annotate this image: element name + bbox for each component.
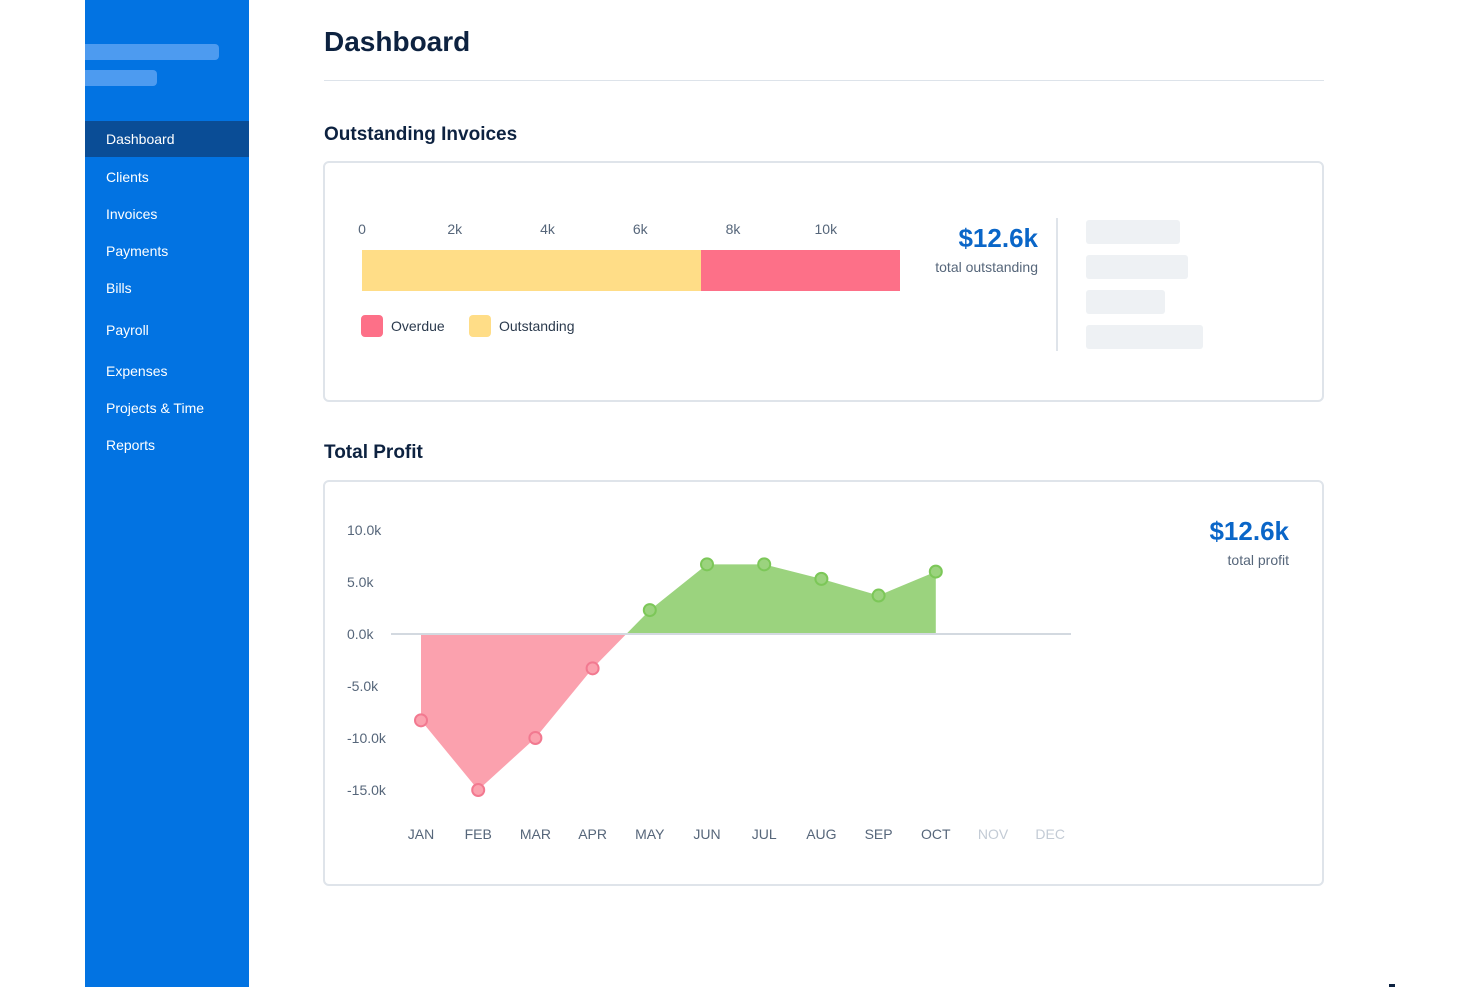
bar-segment-overdue bbox=[700, 250, 900, 291]
profit-section-title: Total Profit bbox=[324, 442, 423, 463]
x-tick-label: SEP bbox=[865, 826, 893, 842]
profit-card: 10.0k 5.0k 0.0k -5.0k -10.0k -15.0k JAN FEB MAR A… bbox=[323, 480, 1324, 886]
data-point bbox=[414, 713, 428, 728]
sidebar-item-label: Reports bbox=[106, 437, 156, 453]
y-tick-label: -10.0k bbox=[347, 730, 387, 746]
legend-label-overdue: Overdue bbox=[391, 318, 445, 334]
skeleton-line bbox=[1086, 325, 1203, 349]
kpi-divider bbox=[1056, 218, 1058, 351]
legend-swatch-outstanding bbox=[469, 315, 491, 337]
invoices-card: 0 2k 4k 6k 8k 10k Overdue Outstanding $12.6k … bbox=[323, 161, 1324, 402]
sidebar-item-label: Invoices bbox=[106, 206, 158, 222]
legend-label-outstanding: Outstanding bbox=[499, 318, 575, 334]
bar-segment-outstanding bbox=[362, 250, 701, 291]
x-tick-label: 10k bbox=[814, 221, 838, 237]
data-point bbox=[871, 588, 886, 603]
skeleton-line bbox=[1086, 290, 1165, 314]
x-tick-label: OCT bbox=[921, 826, 951, 842]
data-point bbox=[528, 731, 543, 745]
positive-profit-area bbox=[626, 564, 936, 634]
y-tick-label: 10.0k bbox=[347, 522, 382, 538]
data-point bbox=[814, 571, 829, 586]
sidebar-item-expenses[interactable]: Expenses bbox=[85, 353, 249, 389]
legend-swatch-overdue bbox=[361, 315, 383, 337]
total-profit-value: $12.6k bbox=[1209, 516, 1289, 546]
x-tick-label: 6k bbox=[632, 221, 648, 237]
x-tick-label: 4k bbox=[540, 221, 555, 237]
sidebar-item-label: Projects & Time bbox=[106, 400, 205, 416]
logo-placeholder bbox=[85, 44, 219, 60]
x-tick-label: JUN bbox=[693, 826, 720, 842]
data-point bbox=[471, 783, 486, 797]
sidebar-item-dashboard[interactable]: Dashboard bbox=[85, 121, 249, 157]
sidebar-item-clients[interactable]: Clients bbox=[85, 159, 249, 195]
x-tick-label: 8k bbox=[725, 221, 741, 237]
sidebar-item-invoices[interactable]: Invoices bbox=[85, 196, 249, 232]
x-tick-label: MAY bbox=[635, 826, 665, 842]
skeleton-line bbox=[1086, 220, 1180, 244]
total-outstanding-value: $12.6k bbox=[958, 223, 1038, 253]
divider bbox=[324, 80, 1324, 81]
x-tick-label: JAN bbox=[408, 826, 434, 842]
skeleton-line bbox=[1086, 255, 1188, 279]
x-tick-label: DEC bbox=[1035, 826, 1065, 842]
profit-area-chart: 10.0k 5.0k 0.0k -5.0k -10.0k -15.0k JAN FEB MAR A… bbox=[347, 522, 1071, 842]
x-tick-label: AUG bbox=[806, 826, 836, 842]
y-tick-label: 0.0k bbox=[347, 626, 374, 642]
sidebar-item-reports[interactable]: Reports bbox=[85, 427, 249, 463]
x-tick-label: 2k bbox=[447, 221, 463, 237]
logo-placeholder-secondary bbox=[85, 70, 157, 86]
y-tick-label: 5.0k bbox=[347, 574, 374, 590]
sidebar-item-payments[interactable]: Payments bbox=[85, 233, 249, 269]
data-point bbox=[700, 557, 714, 572]
x-tick-label: FEB bbox=[465, 826, 492, 842]
sidebar-item-label: Clients bbox=[106, 169, 149, 185]
sidebar-item-label: Dashboard bbox=[106, 131, 175, 147]
x-tick-label: NOV bbox=[978, 826, 1009, 842]
x-tick-label: MAR bbox=[520, 826, 551, 842]
data-point bbox=[642, 603, 657, 618]
invoices-section-title: Outstanding Invoices bbox=[324, 124, 518, 145]
data-point bbox=[757, 557, 772, 572]
legend-overdue: Overdue bbox=[361, 315, 445, 337]
sidebar-item-label: Payments bbox=[106, 243, 169, 259]
sidebar-item-bills[interactable]: Bills bbox=[85, 270, 249, 306]
sidebar-item-projects-time[interactable]: Projects & Time bbox=[85, 390, 249, 426]
y-tick-label: -5.0k bbox=[347, 678, 379, 694]
data-point bbox=[928, 564, 943, 579]
data-point bbox=[585, 661, 600, 676]
y-tick-label: -15.0k bbox=[347, 782, 387, 798]
negative-profit-area bbox=[421, 634, 627, 790]
legend-outstanding: Outstanding bbox=[469, 315, 575, 337]
x-tick-label: APR bbox=[578, 826, 607, 842]
sidebar-item-label: Bills bbox=[106, 280, 132, 296]
x-tick-label: JUL bbox=[752, 826, 777, 842]
sidebar: Dashboard Clients Invoices Payments Bill… bbox=[85, 0, 249, 987]
total-outstanding-label: total outstanding bbox=[935, 259, 1038, 275]
cursor-mark bbox=[1389, 984, 1395, 987]
sidebar-item-label: Payroll bbox=[106, 322, 149, 338]
page-title: Dashboard bbox=[324, 26, 471, 57]
total-profit-label: total profit bbox=[1227, 552, 1289, 568]
x-tick-label: 0 bbox=[358, 221, 366, 237]
sidebar-item-label: Expenses bbox=[106, 363, 168, 379]
sidebar-item-payroll[interactable]: Payroll bbox=[85, 312, 249, 348]
